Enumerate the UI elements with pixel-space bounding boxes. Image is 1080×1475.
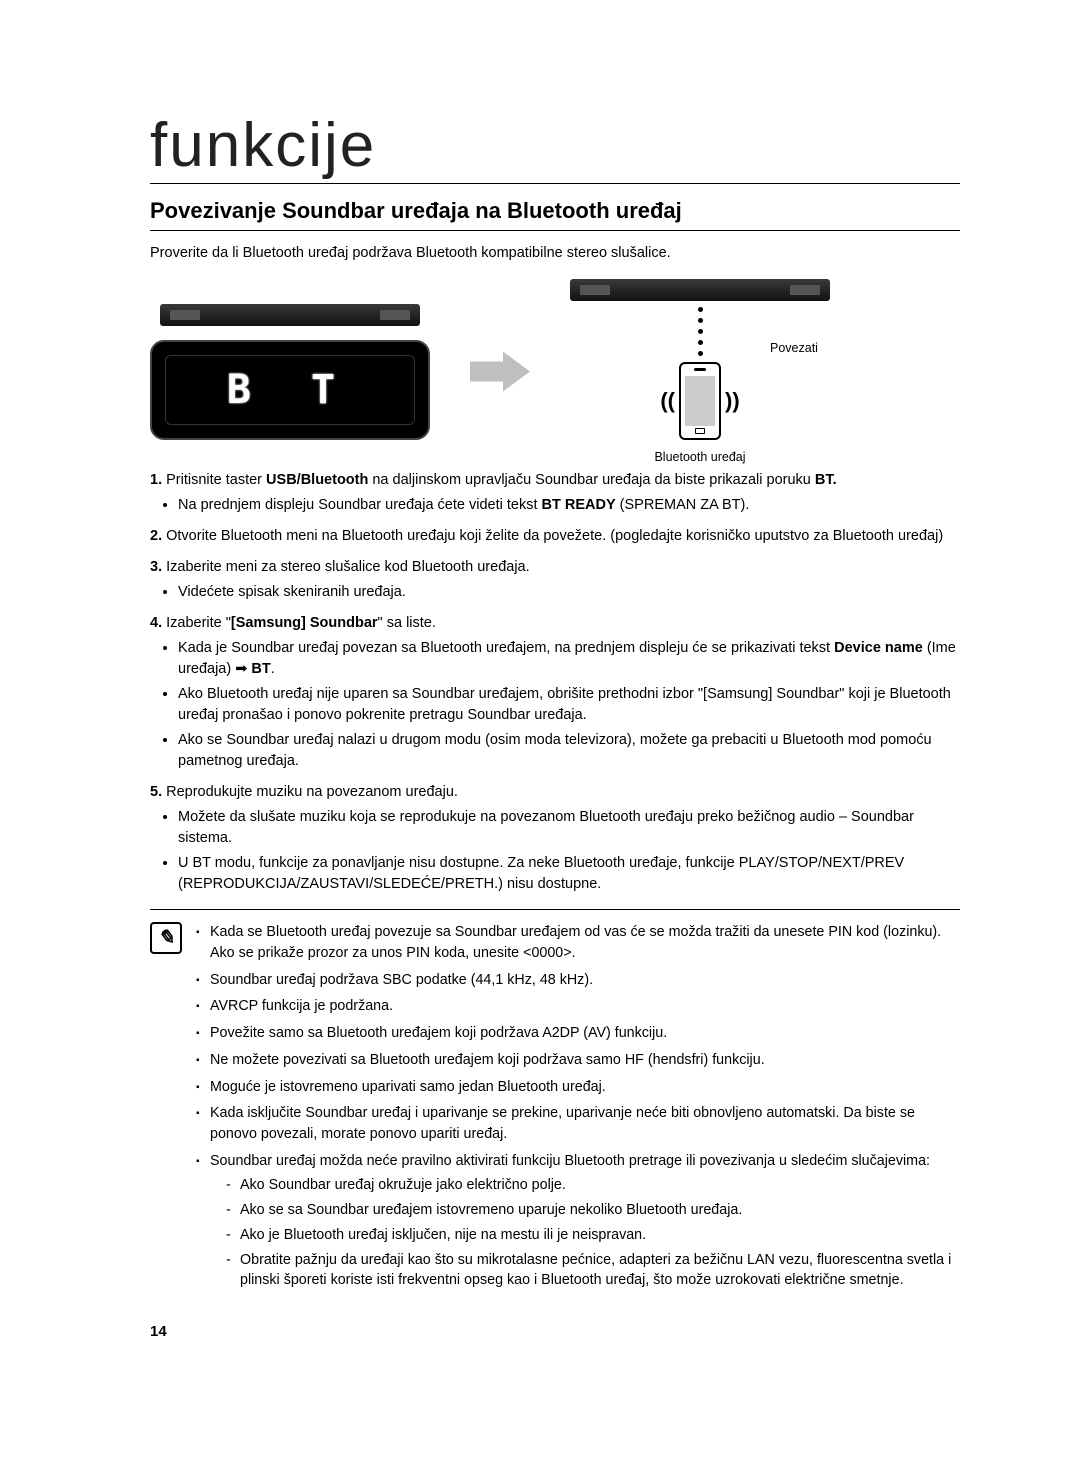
connect-label: Povezati [770, 341, 818, 355]
step-bullet: Ako Bluetooth uređaj nije uparen sa Soun… [178, 684, 960, 726]
note-sub-item: Obratite pažnju da uređaji kao što su mi… [226, 1250, 960, 1291]
note-item: AVRCP funkcija je podržana. [196, 996, 960, 1017]
note-item: Moguće je istovremeno uparivati samo jed… [196, 1077, 960, 1098]
intro-text: Proverite da li Bluetooth uređaj podržav… [150, 245, 960, 261]
step-item: 3. Izaberite meni za stereo slušalice ko… [150, 557, 960, 603]
phone-illustration: (( )) [660, 362, 739, 440]
arrow-icon [470, 352, 530, 392]
connection-dots [698, 307, 703, 356]
bt-display: B T [150, 340, 430, 440]
step-bullet: Ako se Soundbar uređaj nalazi u drugom m… [178, 730, 960, 772]
step-bullet: Videćete spisak skeniranih uređaja. [178, 582, 960, 603]
instruction-content: 1. Pritisnite taster USB/Bluetooth na da… [150, 470, 960, 1343]
diagram-left: B T [150, 304, 430, 440]
step-bullet: Možete da slušate muziku koja se reprodu… [178, 807, 960, 849]
bt-device-label: Bluetooth uređaj [654, 450, 745, 464]
note-item: Soundbar uređaj podržava SBC podatke (44… [196, 970, 960, 991]
notes-list: Kada se Bluetooth uređaj povezuje sa Sou… [196, 922, 960, 1297]
bt-display-text: B T [227, 367, 353, 413]
chapter-title: funkcije [150, 110, 960, 184]
soundbar-illustration-2 [570, 279, 830, 301]
note-item: Kada se Bluetooth uređaj povezuje sa Sou… [196, 922, 960, 963]
note-sub-item: Ako je Bluetooth uređaj isključen, nije … [226, 1225, 960, 1246]
wave-left-icon: (( [660, 388, 675, 414]
note-sub-item: Ako Soundbar uređaj okružuje jako elektr… [226, 1175, 960, 1196]
diagram-right: Povezati (( )) Bluetooth uređaj [570, 279, 830, 464]
steps-list: 1. Pritisnite taster USB/Bluetooth na da… [150, 470, 960, 895]
page-number: 14 [150, 1321, 960, 1343]
step-bullet: Na prednjem displeju Soundbar uređaja će… [178, 495, 960, 516]
note-item: Soundbar uređaj možda neće pravilno akti… [196, 1151, 960, 1291]
step-bullet: U BT modu, funkcije za ponavljanje nisu … [178, 853, 960, 895]
notes-section: ✎ Kada se Bluetooth uređaj povezuje sa S… [150, 922, 960, 1297]
section-title: Povezivanje Soundbar uređaja na Bluetoot… [150, 198, 960, 231]
note-icon: ✎ [150, 922, 182, 954]
step-item: 2. Otvorite Bluetooth meni na Bluetooth … [150, 526, 960, 547]
note-item: Ne možete povezivati sa Bluetooth uređaj… [196, 1050, 960, 1071]
soundbar-illustration [160, 304, 420, 326]
connection-diagram: B T Povezati (( )) Bluetooth uređaj [150, 279, 960, 464]
step-item: 1. Pritisnite taster USB/Bluetooth na da… [150, 470, 960, 516]
wave-right-icon: )) [725, 388, 740, 414]
note-item: Povežite samo sa Bluetooth uređajem koji… [196, 1023, 960, 1044]
step-bullet: Kada je Soundbar uređaj povezan sa Bluet… [178, 638, 960, 680]
step-item: 4. Izaberite "[Samsung] Soundbar" sa lis… [150, 613, 960, 772]
notes-divider [150, 909, 960, 910]
note-sub-item: Ako se sa Soundbar uređajem istovremeno … [226, 1200, 960, 1221]
note-item: Kada isključite Soundbar uređaj i upariv… [196, 1103, 960, 1144]
step-item: 5. Reprodukujte muziku na povezanom uređ… [150, 782, 960, 895]
